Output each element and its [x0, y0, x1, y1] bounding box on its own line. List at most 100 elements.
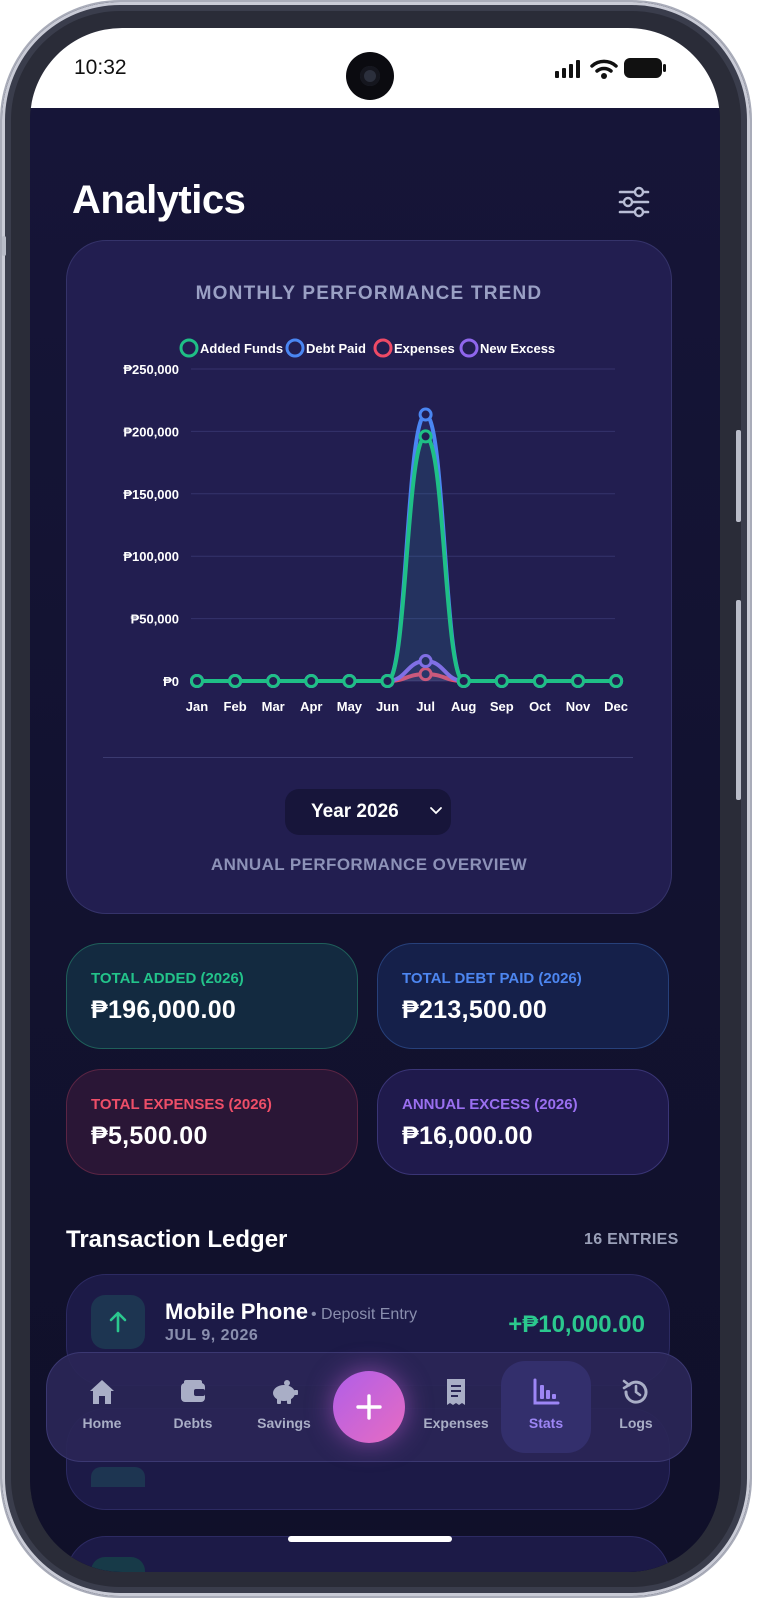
x-tick-label: Nov	[566, 699, 591, 714]
ledger-item-name: Mobile Phone	[165, 1299, 308, 1324]
nav-debts[interactable]: Debts	[148, 1353, 238, 1461]
filter-settings-icon[interactable]	[614, 182, 654, 222]
x-tick-label: Feb	[224, 699, 247, 714]
annual-overview-label: ANNUAL PERFORMANCE OVERVIEW	[210, 855, 528, 874]
year-select-label: Year 2026	[311, 801, 399, 822]
data-point	[456, 674, 471, 688]
x-tick-label: Jun	[376, 699, 399, 714]
nav-active-highlight	[501, 1361, 591, 1453]
ledger-item-type: • Deposit Entry	[311, 1306, 418, 1323]
home-indicator	[288, 1536, 452, 1542]
nav-savings[interactable]: Savings	[239, 1353, 329, 1461]
action-button	[2, 236, 6, 256]
data-point	[571, 674, 585, 688]
ledger-count: 16 ENTRIES	[584, 1231, 679, 1248]
line-chart: ₱0 ₱50,000 ₱100,000 ₱150,000 ₱200,000 ₱250,00…	[123, 338, 628, 714]
bar-chart-icon	[533, 1378, 560, 1405]
nav-debts-label: Debts	[173, 1415, 213, 1431]
data-point	[304, 674, 319, 688]
nav-stats[interactable]: Stats	[501, 1353, 591, 1461]
x-tick-label: Sep	[490, 699, 514, 714]
stat-total-debt-paid-label: TOTAL DEBT PAID (2026)	[402, 970, 582, 987]
x-tick-label: Oct	[529, 699, 551, 714]
stat-annual-excess: ANNUAL EXCESS (2026) ₱16,000.00	[377, 1069, 669, 1175]
y-tick-label: ₱50,000	[131, 612, 179, 627]
app-content: Analytics MONTHLY PERFORMANCE TREND ₱0 ₱5…	[30, 108, 720, 1572]
add-button[interactable]	[333, 1371, 405, 1443]
deposit-arrow-icon	[91, 1467, 145, 1487]
wallet-icon	[181, 1380, 205, 1402]
ledger-item-amount: +₱10,000.00	[508, 1311, 645, 1338]
stat-annual-excess-value: ₱16,000.00	[402, 1122, 533, 1150]
y-tick-label: ₱250,000	[123, 362, 179, 377]
legend-marker	[373, 338, 393, 358]
chevron-down-icon	[430, 807, 442, 815]
x-tick-label: Jul	[416, 699, 435, 714]
y-tick-label: ₱0	[163, 674, 179, 689]
data-point	[418, 429, 433, 444]
chart-card: MONTHLY PERFORMANCE TREND ₱0 ₱50,000 ₱100,…	[66, 240, 672, 914]
nav-home-label: Home	[82, 1415, 122, 1431]
data-point	[190, 674, 204, 688]
y-tick-label: ₱150,000	[123, 487, 179, 502]
stat-total-debt-paid-value: ₱213,500.00	[402, 996, 548, 1024]
stat-total-expenses: TOTAL EXPENSES (2026) ₱5,500.00	[66, 1069, 358, 1175]
y-tick-label: ₱100,000	[123, 549, 179, 564]
stat-total-expenses-value: ₱5,500.00	[91, 1122, 208, 1150]
nav-home[interactable]: Home	[57, 1353, 147, 1461]
legend-label: New Excess	[480, 341, 555, 356]
battery-icon	[624, 58, 666, 78]
data-point	[418, 667, 433, 682]
nav-logs-label: Logs	[619, 1415, 653, 1431]
data-point	[380, 674, 395, 688]
x-tick-label: Dec	[604, 699, 628, 714]
nav-savings-label: Savings	[257, 1415, 311, 1431]
data-point	[418, 654, 433, 669]
data-point	[228, 674, 243, 688]
wifi-icon	[590, 59, 618, 79]
bottom-nav: Home Debts Savings	[46, 1352, 692, 1462]
legend-marker	[285, 338, 305, 358]
stat-annual-excess-label: ANNUAL EXCESS (2026)	[402, 1096, 578, 1113]
nav-expenses[interactable]: Expenses	[411, 1353, 501, 1461]
data-point	[532, 674, 547, 688]
page-title: Analytics	[72, 178, 246, 222]
deposit-arrow-icon	[91, 1557, 145, 1572]
data-point	[418, 407, 433, 422]
signal-icon	[555, 60, 580, 78]
ledger-item[interactable]	[66, 1536, 670, 1572]
legend-marker	[459, 338, 479, 358]
chart-divider	[103, 757, 633, 758]
legend-label: Debt Paid	[306, 341, 366, 356]
receipt-icon	[447, 1379, 465, 1405]
screen: 10:32 Analytics MONTHLY PER	[30, 28, 720, 1572]
home-icon	[90, 1380, 114, 1404]
legend-label: Added Funds	[200, 341, 283, 356]
x-tick-label: Apr	[300, 699, 322, 714]
legend-label: Expenses	[394, 341, 455, 356]
year-select[interactable]: Year 2026	[285, 789, 451, 835]
data-point	[342, 674, 357, 688]
data-point	[494, 674, 509, 688]
legend-marker	[179, 338, 199, 358]
ledger-title: Transaction Ledger	[66, 1226, 288, 1253]
data-point	[609, 674, 624, 688]
status-time: 10:32	[74, 56, 127, 79]
nav-logs[interactable]: Logs	[591, 1353, 681, 1461]
nav-expenses-label: Expenses	[423, 1415, 489, 1431]
stat-total-added-value: ₱196,000.00	[91, 996, 237, 1024]
x-tick-label: Jan	[186, 699, 208, 714]
stat-total-debt-paid: TOTAL DEBT PAID (2026) ₱213,500.00	[377, 943, 669, 1049]
front-camera	[346, 52, 394, 100]
data-point	[266, 674, 281, 688]
status-bar: 10:32	[30, 28, 720, 108]
nav-stats-label: Stats	[528, 1415, 564, 1431]
deposit-arrow-icon	[91, 1295, 145, 1349]
x-tick-label: Mar	[262, 699, 285, 714]
x-tick-label: Aug	[451, 699, 476, 714]
piggy-bank-icon	[273, 1380, 298, 1404]
stat-total-added-label: TOTAL ADDED (2026)	[91, 970, 244, 987]
history-icon	[622, 1379, 648, 1404]
stat-total-expenses-label: TOTAL EXPENSES (2026)	[91, 1096, 272, 1113]
ledger-item-date: JUL 9, 2026	[165, 1327, 259, 1344]
